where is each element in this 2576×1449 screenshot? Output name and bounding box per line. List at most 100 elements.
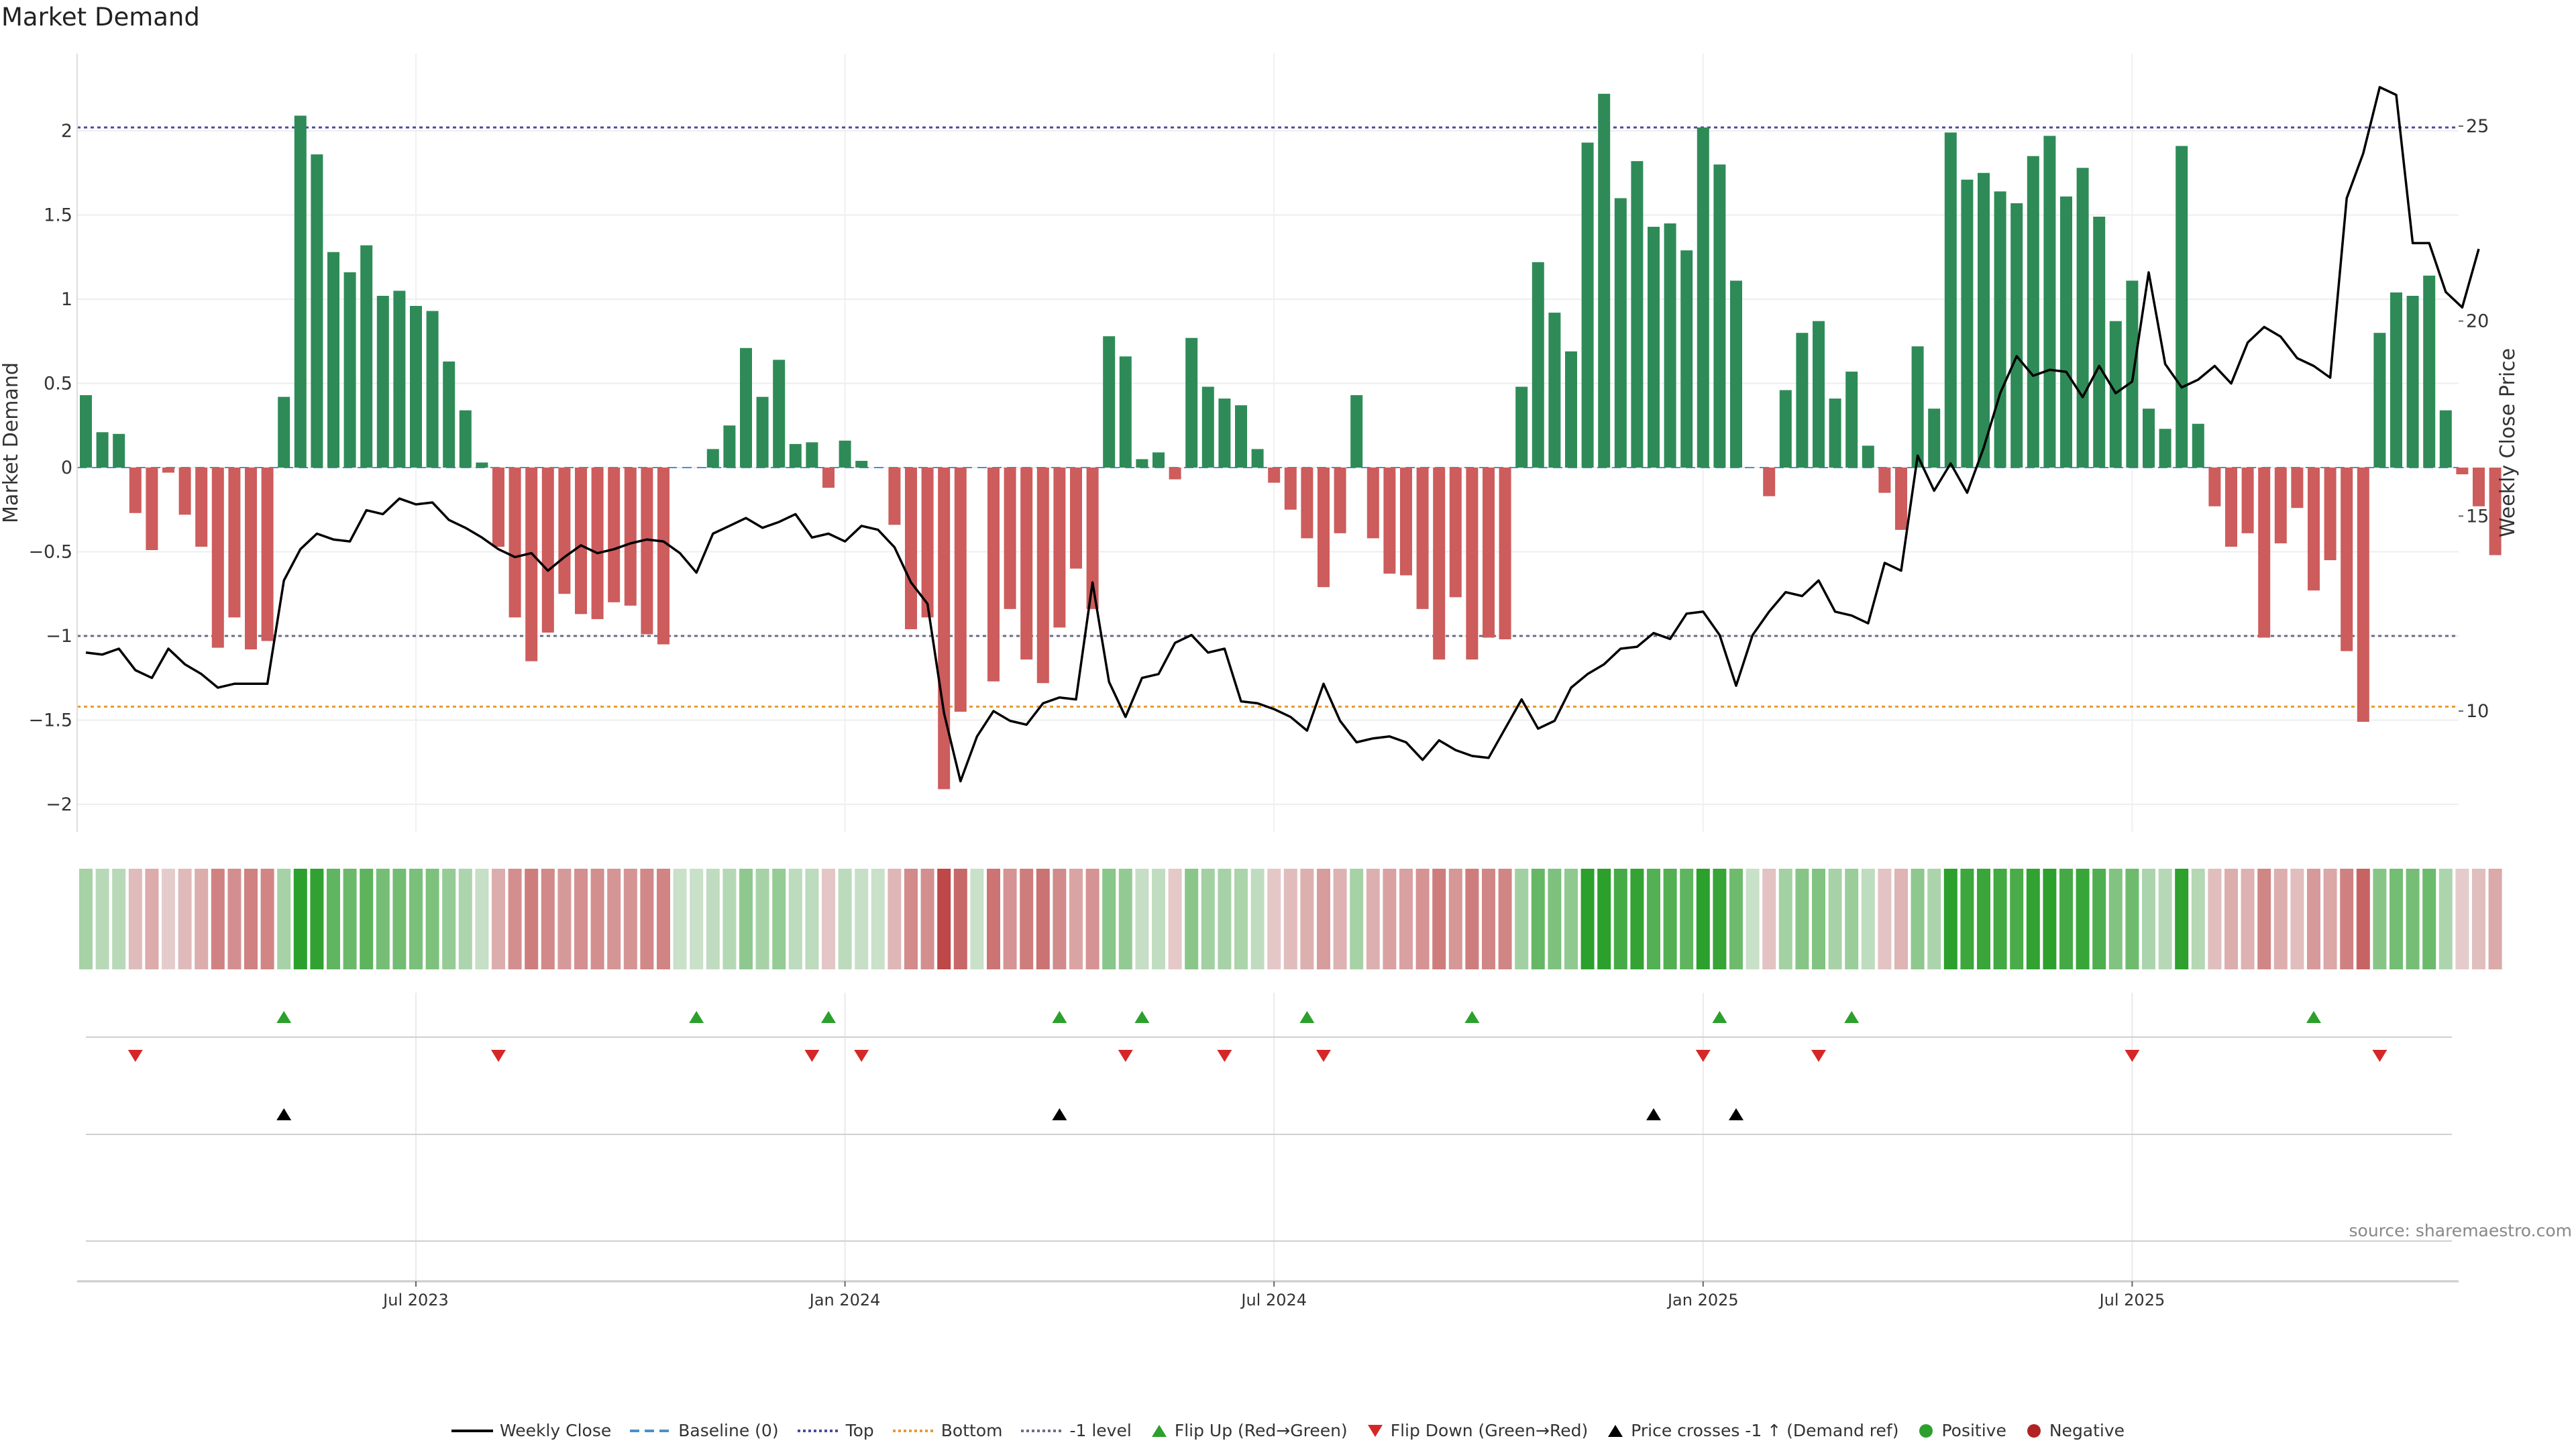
demand-bar (2291, 468, 2304, 508)
strip-cell (392, 869, 407, 969)
price-cross-marker (1646, 1108, 1661, 1120)
demand-bar (1581, 142, 1594, 468)
strip-cell (1795, 869, 1809, 969)
demand-bar (311, 154, 323, 468)
demand-bar (2043, 136, 2056, 468)
demand-bar (1697, 127, 1709, 468)
demand-bar (261, 468, 274, 641)
flip-up-marker (2306, 1011, 2321, 1023)
y-tick-label: −0.5 (28, 542, 72, 563)
demand-bar (2076, 168, 2089, 468)
legend-swatch (892, 1429, 934, 1432)
strip-cell (475, 869, 489, 969)
strip-cell (1152, 869, 1165, 969)
strip-cell (953, 869, 967, 969)
demand-bar (1449, 468, 1462, 598)
demand-color-strip (79, 869, 2502, 969)
strip-cell (2472, 869, 2485, 969)
strip-cell (937, 869, 951, 969)
demand-bar (1334, 468, 1346, 533)
demand-bar (740, 347, 752, 468)
legend-item: -1 level (1021, 1421, 1132, 1440)
strip-cell (1003, 869, 1017, 969)
demand-bar (1416, 468, 1429, 609)
strip-cell (1085, 869, 1099, 969)
x-tick-label: Jul 2023 (382, 1291, 449, 1309)
strip-cell (1399, 869, 1413, 969)
strip-cell (706, 869, 720, 969)
strip-cell (1746, 869, 1760, 969)
demand-bar (1763, 468, 1776, 496)
demand-bar (1813, 321, 1825, 468)
demand-bar (987, 468, 1000, 682)
triangle-up-icon (1151, 1424, 1167, 1437)
flip-up-marker (1134, 1011, 1150, 1023)
axis-layer: 2 1.5 1 0.5 0 −0.5 −1 −1.5 −2 25 20 15 10 Market Dema… (0, 54, 2520, 1309)
strip-cell (376, 869, 390, 969)
demand-bar (1036, 468, 1049, 684)
strip-cell (755, 869, 769, 969)
strip-cell (1482, 869, 1495, 969)
strip-cell (2307, 869, 2320, 969)
strip-cell (2158, 869, 2172, 969)
demand-bar (1169, 468, 1181, 480)
legend-label: Flip Down (Green→Red) (1390, 1421, 1589, 1440)
strip-cell (590, 869, 604, 969)
demand-bar (2176, 146, 2188, 468)
flip-up-marker (1299, 1011, 1315, 1023)
demand-bar (426, 311, 439, 468)
flip-down-marker (854, 1050, 869, 1062)
flip-up-marker (1844, 1011, 1860, 1023)
strip-cell (260, 869, 274, 969)
demand-bar (376, 295, 389, 468)
flip-down-marker (491, 1050, 506, 1062)
flip-down-marker (2125, 1050, 2140, 1062)
demand-bar (2324, 468, 2337, 561)
strip-cell (1333, 869, 1347, 969)
demand-bar (492, 468, 504, 547)
strip-cell (492, 869, 505, 969)
strip-cell (1053, 869, 1067, 969)
demand-bar (2258, 468, 2271, 638)
strip-cell (128, 869, 142, 969)
demand-bar (294, 115, 307, 468)
legend-swatch (451, 1429, 493, 1432)
demand-bar (1895, 468, 1907, 530)
strip-cell (640, 869, 654, 969)
legend-label: Flip Up (Red→Green) (1174, 1421, 1348, 1440)
strip-cell (442, 869, 456, 969)
demand-bar (1185, 337, 1198, 468)
strip-cell (2076, 869, 2090, 969)
y-axis-label: Market Demand (0, 362, 23, 523)
demand-bar (905, 468, 917, 629)
strip-cell (1201, 869, 1215, 969)
strip-cell (293, 869, 307, 969)
demand-bar (2489, 468, 2502, 555)
legend-swatch (630, 1429, 672, 1432)
demand-bar (2274, 468, 2287, 543)
strip-cell (1845, 869, 1859, 969)
strip-cell (1036, 869, 1050, 969)
strip-cell (871, 869, 885, 969)
legend-item: Flip Down (Green→Red) (1366, 1421, 1589, 1440)
strip-cell (360, 869, 374, 969)
demand-bar (2192, 423, 2204, 468)
strip-cell (277, 869, 291, 969)
demand-bar (1978, 172, 1990, 468)
y2-tick-label: 20 (2466, 311, 2489, 332)
strip-cell (1993, 869, 2007, 969)
strip-cell (1548, 869, 1562, 969)
strip-cell (1234, 869, 1248, 969)
x-tick-label: Jan 2025 (1666, 1291, 1739, 1309)
legend-item: Positive (1917, 1421, 2006, 1440)
demand-bar (2208, 468, 2221, 506)
strip-cell (1218, 869, 1232, 969)
source-credit: source: sharemaestro.com (2349, 1221, 2573, 1240)
demand-bar (1631, 161, 1644, 468)
legend-item: Price crosses -1 ↑ (Demand ref) (1607, 1421, 1898, 1440)
strip-cell (2026, 869, 2040, 969)
demand-bar (921, 468, 934, 618)
strip-cell (310, 869, 324, 969)
strip-cell (1680, 869, 1694, 969)
strip-cell (211, 869, 225, 969)
